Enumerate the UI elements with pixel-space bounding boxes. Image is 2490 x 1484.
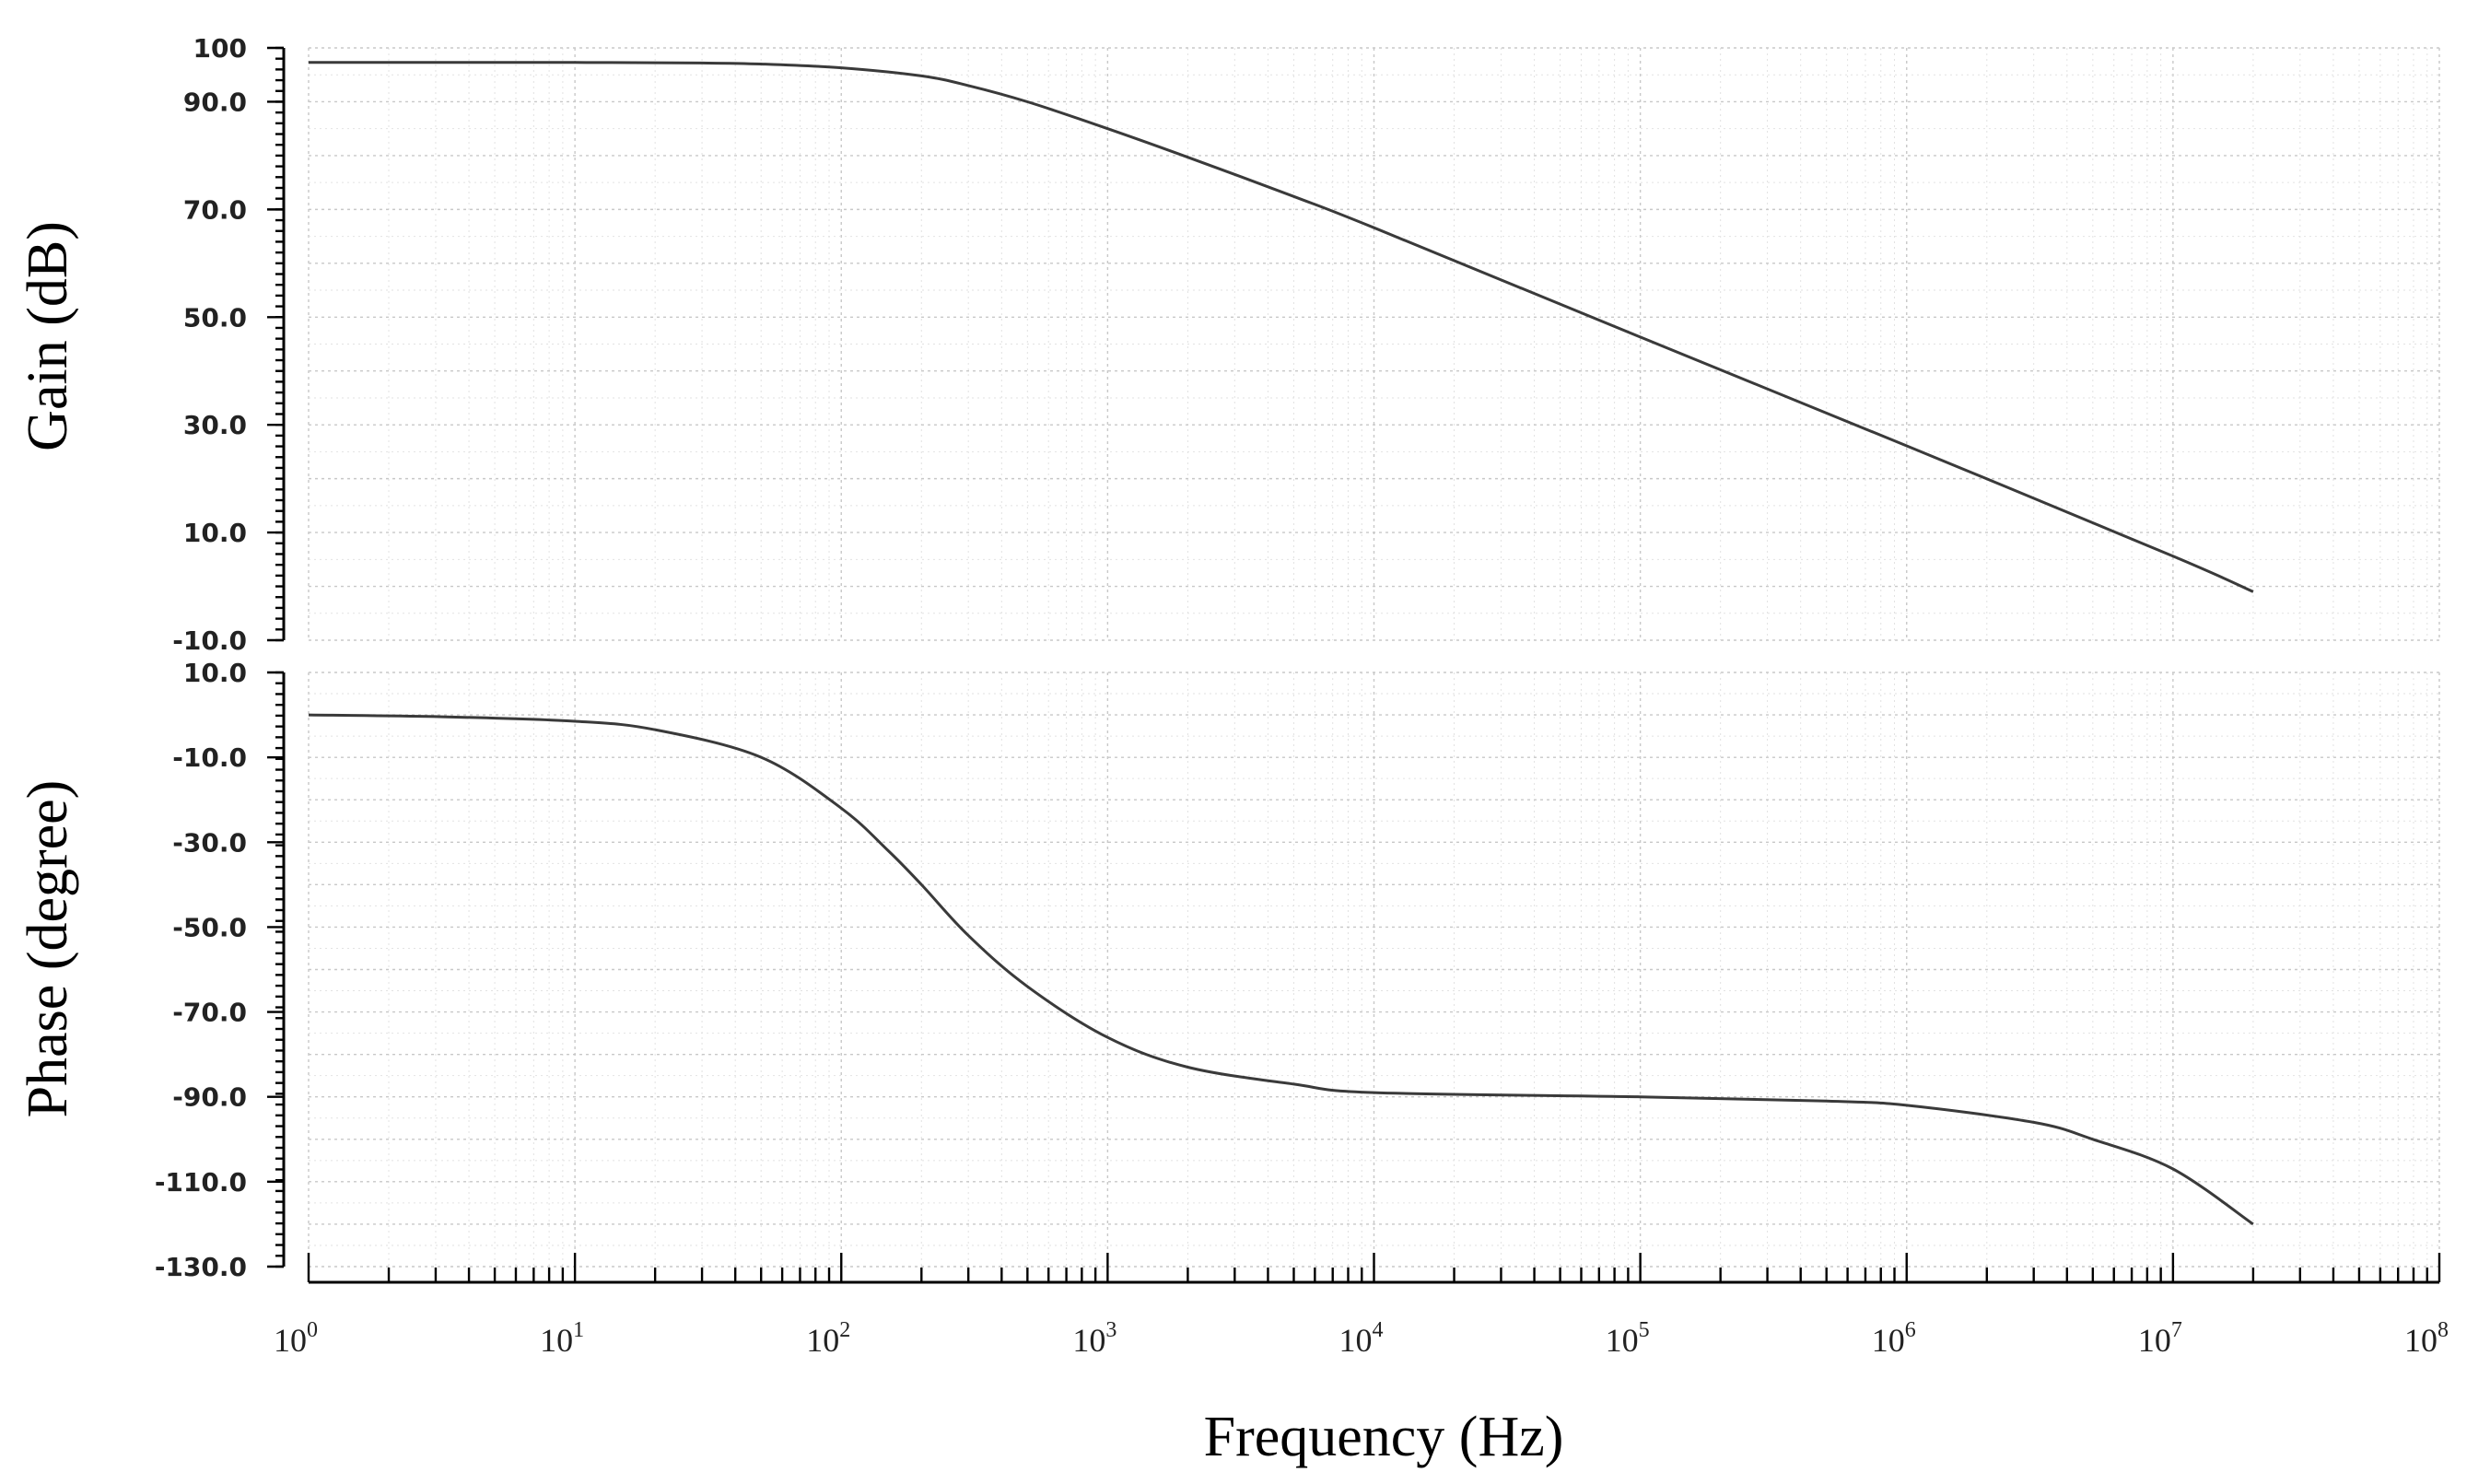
x-tick-label: 100 [274,1318,318,1359]
gain-y-tick-label: 50.0 [183,302,247,333]
phase-y-axis-title: Phase (degree) [17,780,79,1118]
phase-y-tick-label: -130.0 [155,1252,247,1282]
phase-y-tick-label: -110.0 [155,1167,247,1198]
gain-y-ticks [267,46,284,642]
gain-y-tick-label: 10.0 [183,518,247,548]
gain-y-tick-label: 70.0 [183,194,247,225]
gain-y-tick-label: 30.0 [183,410,247,440]
gain-y-tick-label: 100 [193,33,247,64]
phase-plot-grid [308,672,2440,1268]
x-tick-label: 102 [806,1318,850,1359]
gain-y-axis-title: Gain (dB) [17,221,79,451]
x-tick-label: 108 [2404,1318,2449,1359]
phase-y-tick-label: -30.0 [172,827,247,858]
x-tick-label: 104 [1339,1318,1384,1359]
phase-y-tick-label: -10.0 [172,742,247,773]
x-tick-label: 106 [1872,1318,1916,1359]
phase-y-tick-label: -50.0 [172,912,247,942]
gain-plot-grid [308,47,2440,641]
x-tick-label: 101 [540,1318,584,1359]
gain-y-tick-label: 90.0 [183,87,247,117]
x-tick-label: 107 [2138,1318,2182,1359]
x-axis-title: Frequency (Hz) [1204,1406,1564,1468]
phase-y-ticks [267,671,284,1268]
gain-series-line [309,61,2254,593]
x-tick-label: 105 [1606,1318,1650,1359]
phase-series-line [308,713,2254,1226]
phase-y-tick-labels: 10.0 -10.0 -30.0 -50.0 -70.0 -90.0 -110.0 -130.… [155,658,247,1282]
phase-y-tick-label: -90.0 [172,1082,247,1113]
frequency-x-ticks [307,1253,2441,1282]
gain-y-tick-label: -10.0 [172,625,247,656]
frequency-x-tick-labels: 100 101 102 103 104 105 106 107 108 [274,1318,2449,1359]
gain-y-tick-labels: 100 90.0 70.0 50.0 30.0 10.0 -10.0 [172,33,247,656]
phase-y-tick-label: 10.0 [183,658,247,688]
phase-y-tick-label: -70.0 [172,998,247,1028]
x-tick-label: 103 [1072,1318,1116,1359]
